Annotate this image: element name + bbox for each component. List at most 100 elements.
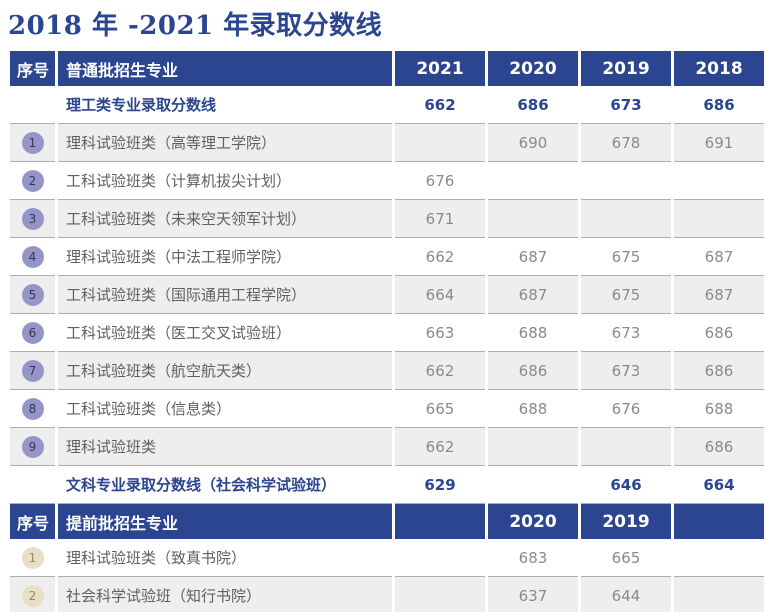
major-row: 2 工科试验班类（计算机拔尖计划） 676 xyxy=(10,162,764,200)
row-number-cell: 3 xyxy=(10,200,55,238)
column-header-empty xyxy=(674,504,764,539)
table1-header-row: 序号 普通批招生专业 2021 2020 2019 2018 xyxy=(10,51,764,86)
row-number-badge: 8 xyxy=(21,397,44,420)
row-number-cell: 2 xyxy=(10,577,55,612)
row-number-badge: 6 xyxy=(21,321,44,344)
empty-number-cell xyxy=(10,466,55,504)
score-2021: 665 xyxy=(395,390,485,428)
major-name: 工科试验班类（信息类） xyxy=(58,390,392,428)
major-name: 理科试验班类 xyxy=(58,428,392,466)
major-name: 理科试验班类（高等理工学院） xyxy=(58,124,392,162)
score-2021 xyxy=(395,577,485,612)
major-name: 社会科学试验班（知行书院） xyxy=(58,577,392,612)
row-number-cell: 4 xyxy=(10,238,55,276)
score-2020 xyxy=(488,466,578,504)
score-2021: 676 xyxy=(395,162,485,200)
score-2020: 683 xyxy=(488,539,578,577)
major-row: 8 工科试验班类（信息类） 665 688 676 688 xyxy=(10,390,764,428)
score-2018 xyxy=(674,539,764,577)
row-number-cell: 8 xyxy=(10,390,55,428)
score-2018: 691 xyxy=(674,124,764,162)
major-row: 6 工科试验班类（医工交叉试验班） 663 688 673 686 xyxy=(10,314,764,352)
summary-row-arts: 文科专业录取分数线（社会科学试验班） 629 646 664 xyxy=(10,466,764,504)
major-row: 2 社会科学试验班（知行书院） 637 644 xyxy=(10,577,764,612)
row-number-cell: 5 xyxy=(10,276,55,314)
major-row: 3 工科试验班类（未来空天领军计划） 671 xyxy=(10,200,764,238)
score-2018: 686 xyxy=(674,86,764,124)
score-2020: 687 xyxy=(488,276,578,314)
row-number-badge: 1 xyxy=(21,546,44,569)
column-header-year-2020: 2020 xyxy=(488,504,578,539)
score-2021: 662 xyxy=(395,352,485,390)
column-header-empty xyxy=(395,504,485,539)
major-name: 工科试验班类（医工交叉试验班） xyxy=(58,314,392,352)
score-2019 xyxy=(581,200,671,238)
score-2019 xyxy=(581,162,671,200)
row-number-cell: 6 xyxy=(10,314,55,352)
score-2019: 665 xyxy=(581,539,671,577)
row-number-badge: 3 xyxy=(21,207,44,230)
score-2018: 687 xyxy=(674,276,764,314)
score-2021 xyxy=(395,124,485,162)
score-2020 xyxy=(488,428,578,466)
score-2019: 676 xyxy=(581,390,671,428)
score-2018: 688 xyxy=(674,390,764,428)
score-2018: 686 xyxy=(674,314,764,352)
score-2019: 673 xyxy=(581,86,671,124)
summary-arts-label: 文科专业录取分数线（社会科学试验班） xyxy=(58,466,392,504)
major-row: 1 理科试验班类（高等理工学院） 690 678 691 xyxy=(10,124,764,162)
column-header-year-2018: 2018 xyxy=(674,51,764,86)
row-number-cell: 9 xyxy=(10,428,55,466)
score-2021: 671 xyxy=(395,200,485,238)
table2-header-row: 序号 提前批招生专业 2020 2019 xyxy=(10,504,764,539)
score-2018: 664 xyxy=(674,466,764,504)
score-2021: 662 xyxy=(395,86,485,124)
major-name: 工科试验班类（航空航天类） xyxy=(58,352,392,390)
page-title: 2018 年 -2021 年录取分数线 xyxy=(8,11,383,41)
row-number-badge: 5 xyxy=(21,283,44,306)
score-2018: 687 xyxy=(674,238,764,276)
column-header-no: 序号 xyxy=(10,504,55,539)
score-2019: 675 xyxy=(581,276,671,314)
row-number-cell: 7 xyxy=(10,352,55,390)
major-row: 9 理科试验班类 662 686 xyxy=(10,428,764,466)
row-number-cell: 1 xyxy=(10,124,55,162)
row-number-badge: 7 xyxy=(21,359,44,382)
score-2019: 646 xyxy=(581,466,671,504)
score-2018 xyxy=(674,577,764,612)
summary-row-science: 理工类专业录取分数线 662 686 673 686 xyxy=(10,86,764,124)
row-number-badge: 2 xyxy=(21,169,44,192)
score-2021 xyxy=(395,539,485,577)
major-name: 工科试验班类（国际通用工程学院） xyxy=(58,276,392,314)
score-2020: 688 xyxy=(488,390,578,428)
score-2019 xyxy=(581,428,671,466)
summary-science-label: 理工类专业录取分数线 xyxy=(58,86,392,124)
major-row: 5 工科试验班类（国际通用工程学院） 664 687 675 687 xyxy=(10,276,764,314)
major-name: 工科试验班类（未来空天领军计划） xyxy=(58,200,392,238)
score-2019: 673 xyxy=(581,314,671,352)
score-2020: 687 xyxy=(488,238,578,276)
major-row: 7 工科试验班类（航空航天类） 662 686 673 686 xyxy=(10,352,764,390)
score-2018 xyxy=(674,200,764,238)
score-2018: 686 xyxy=(674,352,764,390)
major-name: 理科试验班类（致真书院） xyxy=(58,539,392,577)
score-2018: 686 xyxy=(674,428,764,466)
score-2020: 688 xyxy=(488,314,578,352)
column-header-no: 序号 xyxy=(10,51,55,86)
score-2021: 662 xyxy=(395,238,485,276)
row-number-badge: 9 xyxy=(21,435,44,458)
major-row: 4 理科试验班类（中法工程师学院） 662 687 675 687 xyxy=(10,238,764,276)
row-number-badge: 1 xyxy=(21,131,44,154)
score-2020: 686 xyxy=(488,352,578,390)
score-2019: 644 xyxy=(581,577,671,612)
score-2020 xyxy=(488,162,578,200)
column-header-major: 普通批招生专业 xyxy=(58,51,392,86)
score-2020 xyxy=(488,200,578,238)
score-2020: 637 xyxy=(488,577,578,612)
score-2019: 675 xyxy=(581,238,671,276)
column-header-year-2021: 2021 xyxy=(395,51,485,86)
score-2020: 690 xyxy=(488,124,578,162)
score-2018 xyxy=(674,162,764,200)
score-2021: 663 xyxy=(395,314,485,352)
column-header-major: 提前批招生专业 xyxy=(58,504,392,539)
